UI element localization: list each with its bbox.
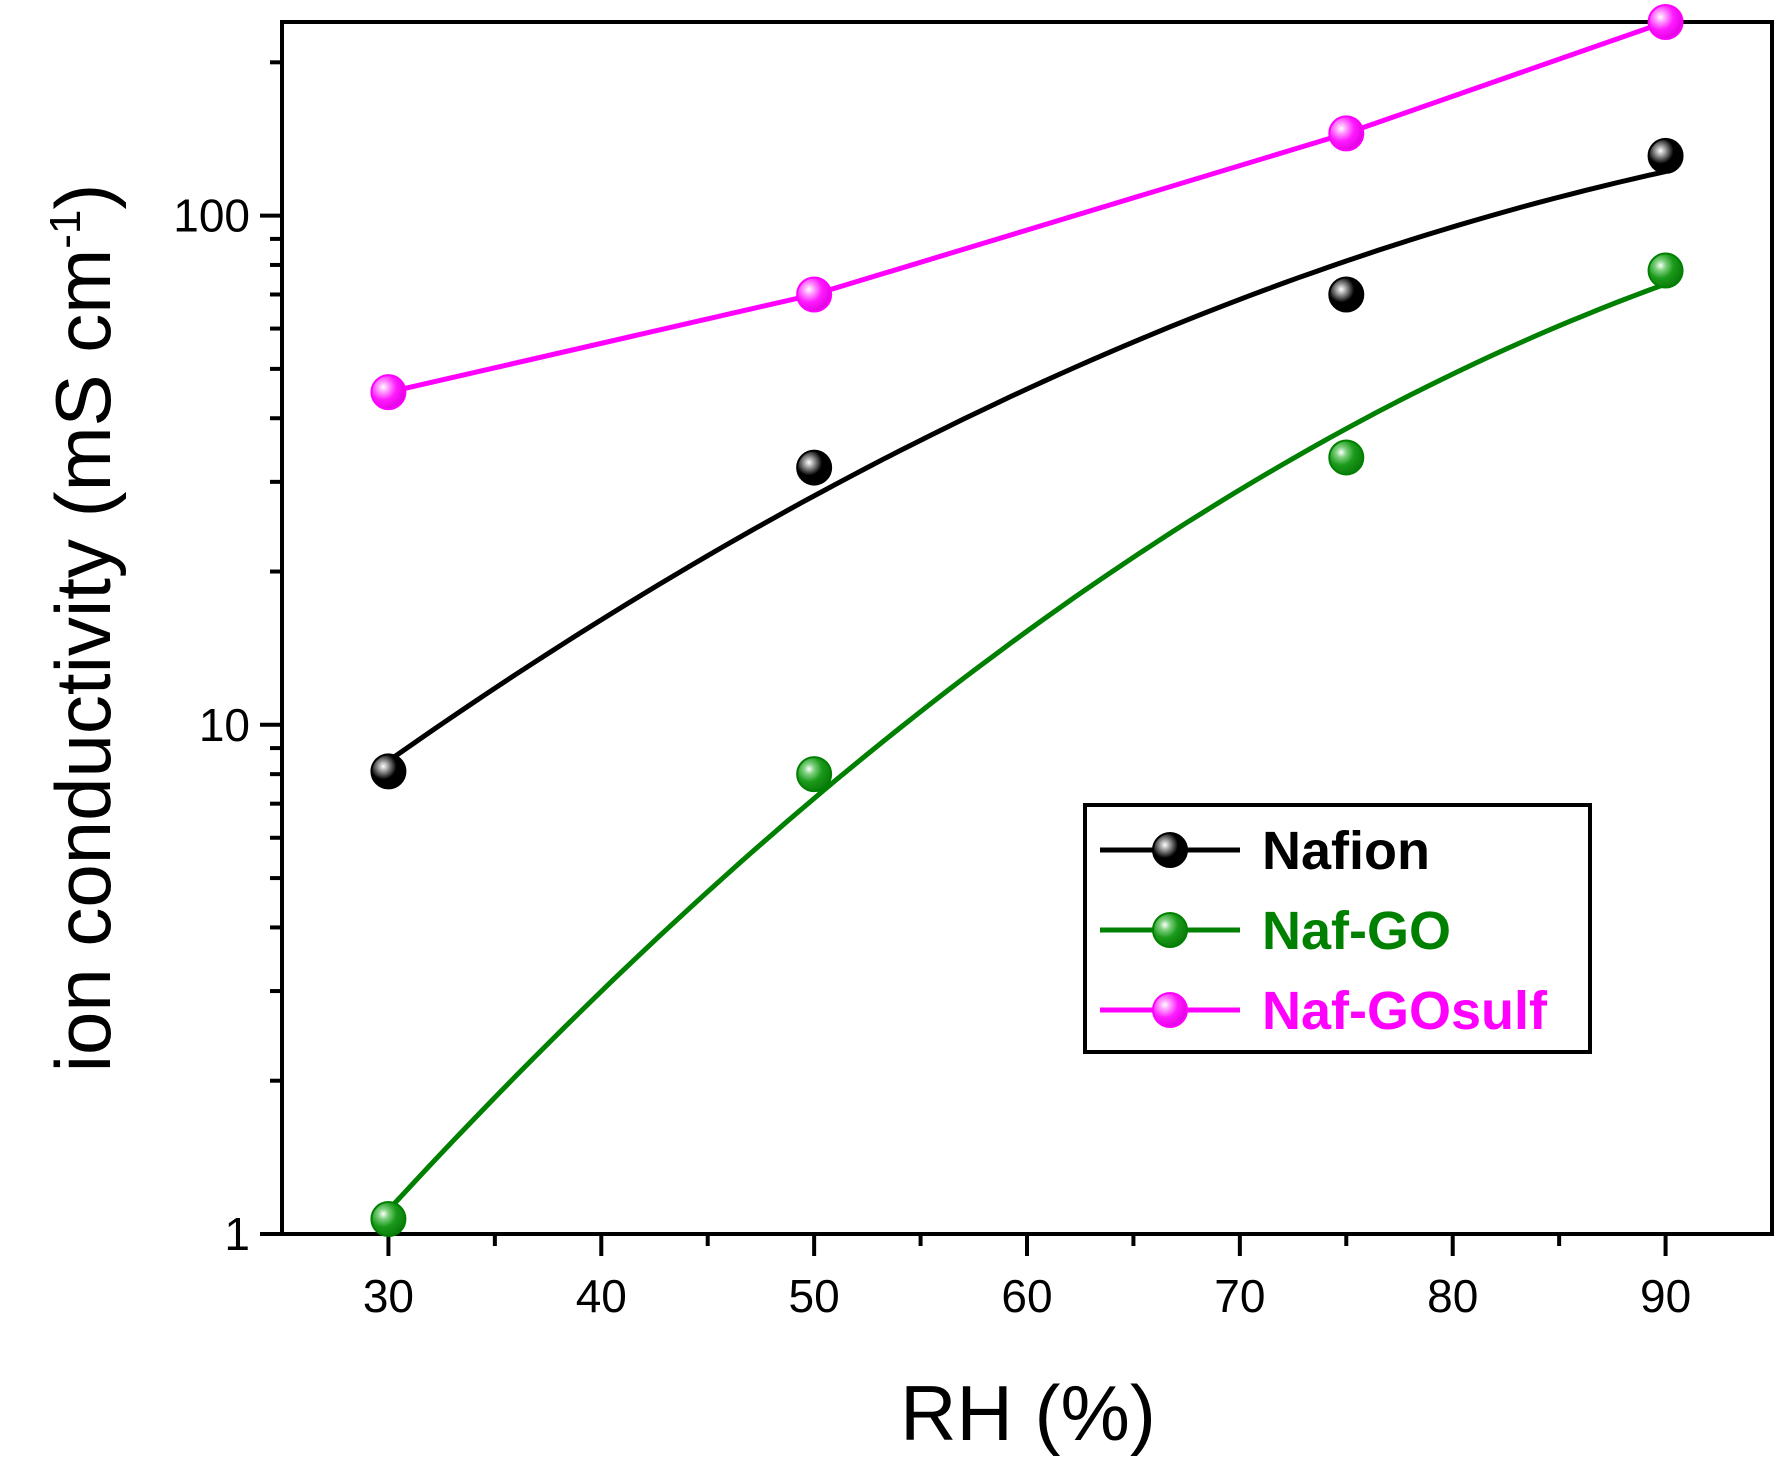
y-axis-title-superscript: -1 [41, 210, 90, 249]
series-points [370, 4, 1684, 1238]
point-naf-gosulf-50 [796, 276, 833, 313]
x-tick-label-30: 30 [363, 1270, 414, 1322]
x-tick-label-50: 50 [789, 1270, 840, 1322]
legend-marker-naf-go [1152, 912, 1188, 948]
point-nafion-90 [1647, 137, 1684, 174]
grid-and-axes: 30 40 50 60 70 80 90 1 10 100 [173, 20, 1774, 1322]
point-naf-go-30 [370, 1201, 407, 1238]
series-lines [386, 19, 1667, 1212]
y-tick-label-100: 100 [173, 190, 250, 242]
point-naf-go-90 [1647, 252, 1684, 289]
x-tick-label-90: 90 [1640, 1270, 1691, 1322]
x-tick-label-60: 60 [1001, 1270, 1052, 1322]
point-naf-gosulf-30 [370, 374, 407, 411]
x-tick-label-40: 40 [576, 1270, 627, 1322]
y-axis-title-close: ) [39, 184, 127, 210]
legend-label-nafion: Nafion [1262, 821, 1430, 881]
legend: Nafion Naf-GO Naf-GOsulf [1083, 803, 1592, 1054]
y-axis-ticks: 1 10 100 [173, 60, 282, 1260]
point-nafion-30 [370, 753, 407, 790]
y-axis-title: ion conductivity (mS cm-1) [39, 184, 127, 1073]
point-naf-gosulf-90 [1647, 4, 1684, 40]
x-tick-label-80: 80 [1427, 1270, 1478, 1322]
point-naf-gosulf-75 [1328, 115, 1365, 152]
legend-label-naf-go: Naf-GO [1262, 901, 1451, 961]
y-tick-label-1: 1 [224, 1208, 250, 1260]
legend-marker-nafion [1152, 832, 1188, 868]
point-nafion-75 [1328, 276, 1365, 313]
x-axis-title: RH (%) [900, 1369, 1156, 1457]
point-naf-go-50 [796, 756, 833, 793]
y-axis-title-main: ion conductivity (mS cm [39, 249, 127, 1073]
x-tick-label-70: 70 [1214, 1270, 1265, 1322]
legend-label-naf-gosulf: Naf-GOsulf [1262, 981, 1548, 1041]
point-nafion-50 [796, 449, 833, 486]
series-line-naf-go [386, 281, 1667, 1212]
y-tick-label-10: 10 [199, 699, 250, 751]
legend-items: Nafion Naf-GO Naf-GOsulf [1100, 821, 1548, 1041]
series-line-naf-gosulf [387, 19, 1667, 395]
legend-marker-naf-gosulf [1152, 992, 1188, 1028]
series-line-nafion [386, 169, 1667, 763]
x-axis-ticks: 30 40 50 60 70 80 90 [363, 1234, 1691, 1322]
point-naf-go-75 [1328, 439, 1365, 476]
